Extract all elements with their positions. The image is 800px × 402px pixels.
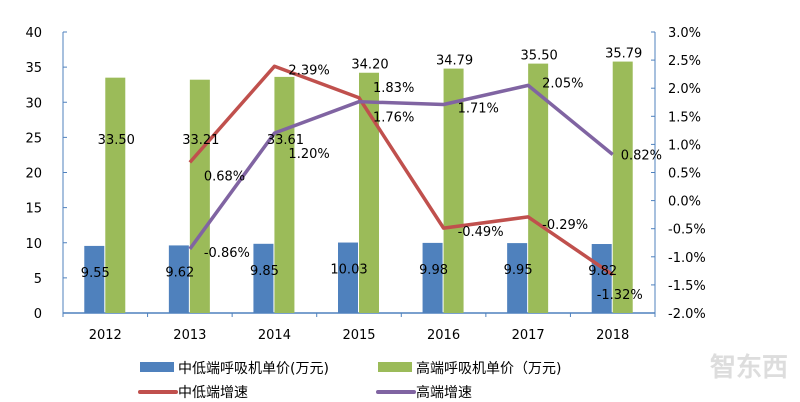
right-tick-label: 0.5% bbox=[668, 167, 701, 182]
data-label: 1.20% bbox=[288, 147, 329, 162]
data-label: 9.98 bbox=[419, 263, 448, 278]
bar-low-end bbox=[338, 242, 358, 313]
bar-high-end bbox=[443, 68, 464, 313]
left-tick-label: 35 bbox=[25, 61, 42, 76]
data-label: -0.86% bbox=[204, 246, 250, 261]
data-label: 35.50 bbox=[521, 49, 558, 64]
data-label: 33.61 bbox=[267, 133, 304, 148]
data-label: -1.32% bbox=[597, 288, 643, 303]
data-label: 34.20 bbox=[351, 58, 388, 73]
legend-label: 高端呼吸机单价（万元) bbox=[416, 360, 561, 377]
bar-low-end bbox=[507, 243, 528, 313]
bar-high-end bbox=[274, 76, 295, 314]
x-tick-label: 2018 bbox=[596, 328, 629, 343]
bar-high-end bbox=[105, 77, 126, 313]
left-tick-label: 40 bbox=[25, 26, 42, 41]
line-low-end-growth bbox=[188, 64, 614, 277]
data-label: 33.21 bbox=[182, 133, 219, 148]
x-tick-label: 2015 bbox=[342, 328, 375, 343]
right-tick-label: 3.0% bbox=[668, 26, 701, 41]
data-label: 1.76% bbox=[373, 111, 414, 126]
watermark: 智东西 bbox=[709, 353, 788, 383]
bar-low-end bbox=[591, 244, 612, 313]
data-label: 10.03 bbox=[330, 263, 367, 278]
data-label: 2.39% bbox=[288, 63, 329, 78]
right-tick-label: -1.5% bbox=[668, 279, 706, 294]
data-label: 0.68% bbox=[204, 169, 245, 184]
data-label: 34.79 bbox=[436, 54, 473, 69]
right-tick-label: 2.0% bbox=[668, 82, 701, 97]
legend-swatch bbox=[140, 362, 174, 372]
data-label: 9.82 bbox=[588, 264, 617, 279]
right-tick-label: -0.5% bbox=[668, 223, 706, 238]
x-tick-label: 2017 bbox=[512, 328, 545, 343]
data-label: 0.82% bbox=[621, 149, 662, 164]
data-label: -0.29% bbox=[542, 218, 588, 233]
left-tick-label: 10 bbox=[25, 237, 42, 252]
bar-high-end bbox=[612, 61, 633, 313]
legend-label: 中低端呼吸机单价(万元) bbox=[178, 361, 329, 377]
data-label: 2.05% bbox=[542, 76, 583, 91]
bar-high-end bbox=[528, 63, 549, 313]
left-tick-label: 5 bbox=[34, 272, 42, 287]
right-tick-label: 1.5% bbox=[668, 110, 701, 125]
bar-high-end bbox=[359, 72, 379, 314]
left-tick-label: 25 bbox=[25, 131, 42, 146]
right-tick-label: 2.5% bbox=[668, 54, 701, 69]
x-tick-label: 2013 bbox=[173, 328, 206, 343]
left-tick-label: 0 bbox=[34, 307, 42, 322]
data-label: -0.49% bbox=[458, 225, 504, 240]
left-tick-label: 20 bbox=[25, 167, 42, 182]
data-label: 1.83% bbox=[373, 81, 414, 96]
data-label: 9.85 bbox=[250, 264, 279, 279]
bar-low-end bbox=[422, 242, 443, 313]
bar-low-end bbox=[253, 243, 274, 313]
left-tick-label: 30 bbox=[25, 96, 42, 111]
legend-label: 中低端增速 bbox=[178, 385, 248, 401]
right-tick-label: -2.0% bbox=[668, 307, 706, 322]
data-label: 33.50 bbox=[98, 133, 135, 148]
bar-high-end bbox=[189, 79, 210, 313]
data-label: 1.71% bbox=[458, 101, 499, 116]
right-tick-label: -1.0% bbox=[668, 251, 706, 266]
bar-low-end bbox=[84, 245, 105, 313]
bar-low-end bbox=[168, 245, 189, 313]
legend-label: 高端增速 bbox=[416, 384, 472, 401]
legend-swatch bbox=[378, 362, 412, 372]
right-tick-label: 1.0% bbox=[668, 138, 701, 153]
x-tick-label: 2014 bbox=[258, 328, 291, 343]
line-high-end-growth bbox=[188, 83, 614, 250]
x-tick-label: 2012 bbox=[89, 328, 122, 343]
data-label: 9.55 bbox=[81, 266, 110, 281]
data-label: 35.79 bbox=[605, 47, 642, 62]
x-tick-label: 2016 bbox=[427, 328, 460, 343]
data-label: 9.95 bbox=[504, 263, 533, 278]
right-tick-label: 0.0% bbox=[668, 195, 701, 210]
data-label: 9.62 bbox=[165, 265, 194, 280]
left-tick-label: 15 bbox=[25, 202, 42, 217]
